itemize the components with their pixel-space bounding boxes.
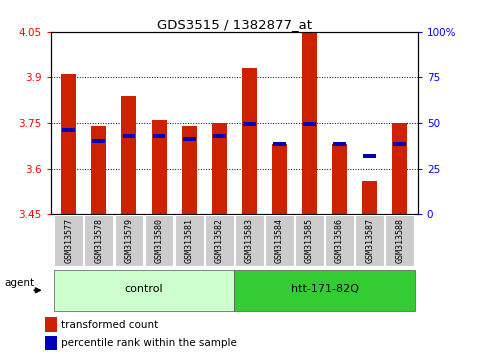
Bar [385,215,414,266]
Bar [273,142,286,146]
Text: GSM313580: GSM313580 [155,218,164,263]
Text: control: control [125,284,163,295]
Bar [295,215,324,266]
Bar [392,123,407,214]
Bar [212,123,227,214]
Bar [333,142,346,146]
Bar [183,137,196,141]
Bar [363,154,376,158]
Bar [302,32,317,214]
Text: GSM313581: GSM313581 [185,218,194,263]
Bar [272,144,287,214]
Bar [213,134,226,138]
Bar [92,139,105,143]
Text: transformed count: transformed count [61,320,158,330]
Bar [62,128,75,132]
Bar [393,142,406,146]
Bar [54,270,234,311]
Bar [45,317,57,332]
Text: percentile rank within the sample: percentile rank within the sample [61,338,237,348]
Bar [243,122,256,126]
Text: GSM313585: GSM313585 [305,218,314,263]
Text: GSM313583: GSM313583 [245,218,254,263]
Bar [235,215,264,266]
Text: htt-171-82Q: htt-171-82Q [290,284,358,295]
Bar [54,215,83,266]
Bar [325,215,354,266]
Bar [303,122,316,126]
Text: GSM313577: GSM313577 [64,218,73,263]
Bar [205,215,234,266]
Bar [265,215,294,266]
Text: GSM313586: GSM313586 [335,218,344,263]
Text: GSM313579: GSM313579 [125,218,133,263]
Bar [121,96,137,214]
Text: agent: agent [4,278,34,289]
Bar [114,215,143,266]
Bar [61,74,76,214]
Bar [362,181,377,214]
Text: GSM313587: GSM313587 [365,218,374,263]
Bar [242,68,257,214]
Text: GSM313584: GSM313584 [275,218,284,263]
Title: GDS3515 / 1382877_at: GDS3515 / 1382877_at [157,18,312,31]
Bar [152,120,167,214]
Text: GSM313588: GSM313588 [395,218,404,263]
Bar [91,126,106,214]
Bar [355,215,384,266]
Text: GSM313578: GSM313578 [94,218,103,263]
Bar [332,144,347,214]
Text: GSM313582: GSM313582 [215,218,224,263]
Bar [45,336,57,350]
Bar [234,270,415,311]
Bar [182,126,197,214]
Bar [153,134,166,138]
Bar [175,215,203,266]
Bar [85,215,114,266]
Bar [144,215,173,266]
Bar [123,134,135,138]
